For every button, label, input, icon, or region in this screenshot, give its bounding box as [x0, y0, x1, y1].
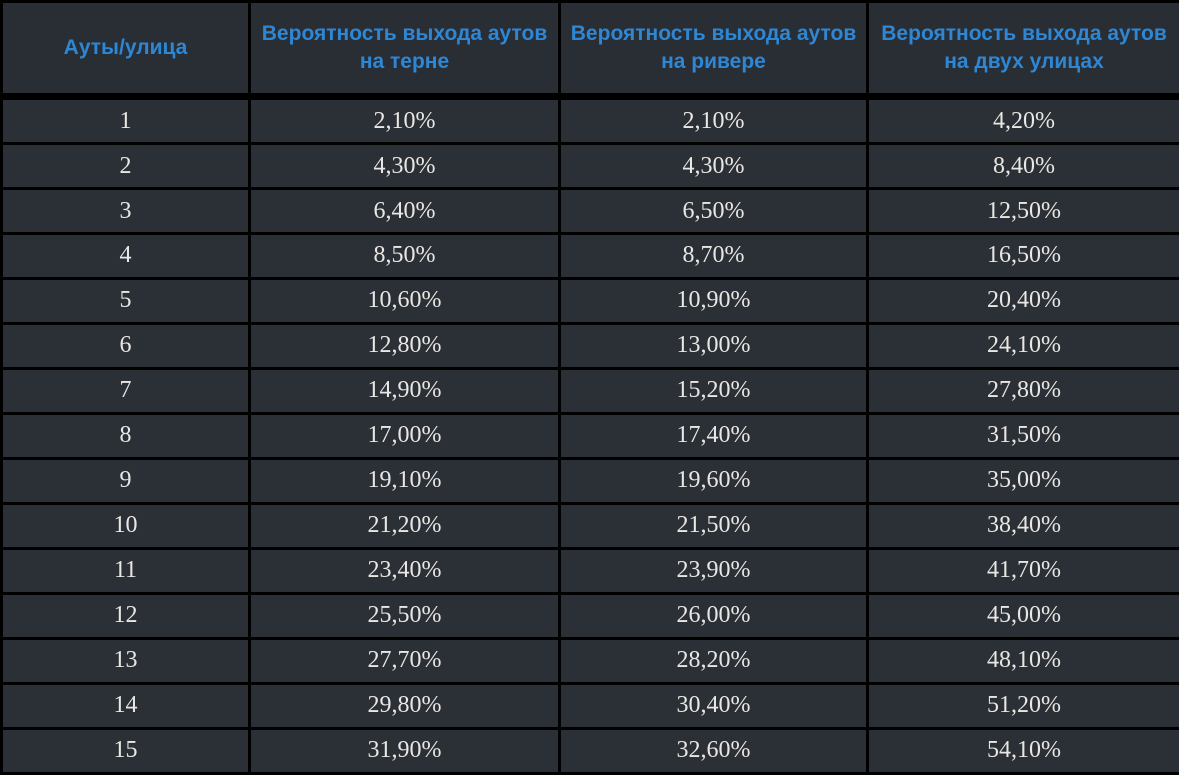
turn-probability-cell: 2,10% [248, 94, 561, 146]
river-probability-cell: 32,60% [558, 726, 869, 775]
two-streets-probability-cell: 8,40% [866, 142, 1179, 191]
table-row: 9 19,10% 19,60% 35,00% [0, 456, 1179, 505]
two-streets-probability-cell: 4,20% [866, 94, 1179, 146]
table-row: 11 23,40% 23,90% 41,70% [0, 546, 1179, 595]
table-row: 2 4,30% 4,30% 8,40% [0, 142, 1179, 191]
outs-count-cell: 2 [0, 142, 251, 191]
table-row: 5 10,60% 10,90% 20,40% [0, 276, 1179, 325]
outs-count-cell: 14 [0, 681, 251, 730]
turn-probability-cell: 31,90% [248, 726, 561, 775]
two-streets-probability-cell: 41,70% [866, 546, 1179, 595]
column-header-outs-per-street: Ауты/улица [0, 0, 251, 100]
outs-count-cell: 7 [0, 366, 251, 415]
turn-probability-cell: 23,40% [248, 546, 561, 595]
outs-count-cell: 15 [0, 726, 251, 775]
table-row: 13 27,70% 28,20% 48,10% [0, 636, 1179, 685]
turn-probability-cell: 27,70% [248, 636, 561, 685]
column-header-river-probability: Вероятность выхода аутов на ривере [558, 0, 869, 100]
river-probability-cell: 28,20% [558, 636, 869, 685]
outs-count-cell: 3 [0, 187, 251, 235]
table-row: 10 21,20% 21,50% 38,40% [0, 501, 1179, 550]
river-probability-cell: 10,90% [558, 276, 869, 325]
river-probability-cell: 13,00% [558, 321, 869, 370]
two-streets-probability-cell: 35,00% [866, 456, 1179, 505]
river-probability-cell: 23,90% [558, 546, 869, 595]
turn-probability-cell: 14,90% [248, 366, 561, 415]
table-row: 4 8,50% 8,70% 16,50% [0, 232, 1179, 280]
turn-probability-cell: 17,00% [248, 411, 561, 460]
outs-count-cell: 4 [0, 232, 251, 280]
two-streets-probability-cell: 12,50% [866, 187, 1179, 235]
table-row: 15 31,90% 32,60% 54,10% [0, 726, 1179, 775]
outs-count-cell: 13 [0, 636, 251, 685]
table-body: 1 2,10% 2,10% 4,20% 2 4,30% 4,30% 8,40% 3 6,40% 6,… [0, 94, 1179, 775]
table-row: 6 12,80% 13,00% 24,10% [0, 321, 1179, 370]
two-streets-probability-cell: 38,40% [866, 501, 1179, 550]
table-header: Ауты/улица Вероятность выхода аутов на т… [0, 0, 1179, 100]
turn-probability-cell: 6,40% [248, 187, 561, 235]
turn-probability-cell: 10,60% [248, 276, 561, 325]
table-row: 8 17,00% 17,40% 31,50% [0, 411, 1179, 460]
river-probability-cell: 15,20% [558, 366, 869, 415]
outs-count-cell: 11 [0, 546, 251, 595]
river-probability-cell: 6,50% [558, 187, 869, 235]
river-probability-cell: 19,60% [558, 456, 869, 505]
outs-count-cell: 12 [0, 591, 251, 640]
turn-probability-cell: 21,20% [248, 501, 561, 550]
two-streets-probability-cell: 27,80% [866, 366, 1179, 415]
table-row: 1 2,10% 2,10% 4,20% [0, 94, 1179, 146]
two-streets-probability-cell: 24,10% [866, 321, 1179, 370]
outs-count-cell: 5 [0, 276, 251, 325]
outs-count-cell: 10 [0, 501, 251, 550]
turn-probability-cell: 4,30% [248, 142, 561, 191]
river-probability-cell: 26,00% [558, 591, 869, 640]
river-probability-cell: 8,70% [558, 232, 869, 280]
river-probability-cell: 4,30% [558, 142, 869, 191]
outs-count-cell: 1 [0, 94, 251, 146]
table-row: 3 6,40% 6,50% 12,50% [0, 187, 1179, 235]
outs-count-cell: 8 [0, 411, 251, 460]
two-streets-probability-cell: 45,00% [866, 591, 1179, 640]
two-streets-probability-cell: 54,10% [866, 726, 1179, 775]
river-probability-cell: 21,50% [558, 501, 869, 550]
two-streets-probability-cell: 31,50% [866, 411, 1179, 460]
turn-probability-cell: 29,80% [248, 681, 561, 730]
river-probability-cell: 2,10% [558, 94, 869, 146]
turn-probability-cell: 12,80% [248, 321, 561, 370]
two-streets-probability-cell: 48,10% [866, 636, 1179, 685]
header-row: Ауты/улица Вероятность выхода аутов на т… [0, 0, 1179, 100]
table-row: 7 14,90% 15,20% 27,80% [0, 366, 1179, 415]
column-header-turn-probability: Вероятность выхода аутов на терне [248, 0, 561, 100]
outs-count-cell: 6 [0, 321, 251, 370]
turn-probability-cell: 19,10% [248, 456, 561, 505]
table-row: 14 29,80% 30,40% 51,20% [0, 681, 1179, 730]
turn-probability-cell: 8,50% [248, 232, 561, 280]
table-row: 12 25,50% 26,00% 45,00% [0, 591, 1179, 640]
river-probability-cell: 30,40% [558, 681, 869, 730]
turn-probability-cell: 25,50% [248, 591, 561, 640]
two-streets-probability-cell: 51,20% [866, 681, 1179, 730]
column-header-two-streets-probability: Вероятность выхода аутов на двух улицах [866, 0, 1179, 100]
two-streets-probability-cell: 16,50% [866, 232, 1179, 280]
two-streets-probability-cell: 20,40% [866, 276, 1179, 325]
outs-count-cell: 9 [0, 456, 251, 505]
river-probability-cell: 17,40% [558, 411, 869, 460]
